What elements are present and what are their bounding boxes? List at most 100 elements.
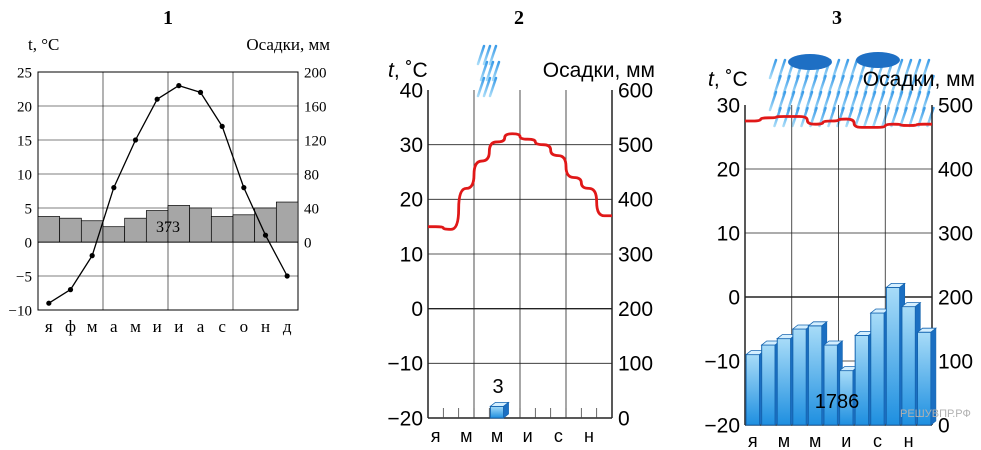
rain-streak bbox=[854, 106, 863, 128]
chart-1-annual-total: 373 bbox=[156, 219, 180, 236]
precipitation-tick-label: 100 bbox=[618, 353, 653, 376]
rain-streak bbox=[908, 106, 917, 128]
rain-streak bbox=[768, 58, 778, 80]
precipitation-bar bbox=[124, 217, 147, 243]
chart-2-temp-axis-unit: , ˚С bbox=[394, 59, 428, 82]
temperature-point bbox=[111, 185, 117, 191]
temperature-point bbox=[67, 287, 74, 293]
temperature-point bbox=[132, 137, 139, 143]
rain-streak bbox=[872, 106, 881, 128]
month-label: с bbox=[218, 317, 226, 336]
rain-streak bbox=[863, 106, 872, 128]
temperature-point bbox=[241, 185, 247, 191]
rain-streak bbox=[827, 106, 836, 128]
rain-streak bbox=[476, 76, 486, 98]
precipitation-tick-label: 0 bbox=[938, 414, 950, 437]
month-label: о bbox=[240, 317, 249, 336]
precipitation-bar bbox=[776, 338, 792, 426]
month-label: а bbox=[197, 317, 205, 336]
precipitation-tick-label: 200 bbox=[938, 286, 973, 309]
chart-2-temp-axis-symbol: t bbox=[388, 59, 395, 82]
temperature-tick-label: −5 bbox=[16, 269, 32, 285]
temperature-tick-label: 0 bbox=[411, 298, 423, 321]
precipitation-bar bbox=[59, 217, 82, 243]
temperature-tick-label: 10 bbox=[717, 222, 740, 245]
chart-2-title: 2 bbox=[514, 7, 524, 29]
precipitation-bar bbox=[745, 354, 760, 426]
month-label: и bbox=[174, 317, 183, 336]
rain-streak bbox=[488, 44, 498, 66]
chart-2-temp-axis-label: t, ˚С bbox=[388, 59, 428, 82]
month-label: м bbox=[778, 431, 790, 450]
chart-1-title: 1 bbox=[163, 7, 173, 29]
month-label: ф bbox=[65, 317, 76, 336]
temperature-tick-label: 15 bbox=[17, 133, 32, 149]
chart-2: 2 t, ˚С Осадки, мм 403020100−10−20600500… bbox=[387, 7, 655, 446]
chart-2-rain-icon bbox=[476, 44, 501, 98]
month-label: н bbox=[904, 431, 914, 450]
temperature-path bbox=[428, 132, 612, 231]
precipitation-bar bbox=[823, 344, 838, 426]
temperature-tick-label: 0 bbox=[25, 235, 33, 251]
precipitation-bar bbox=[792, 328, 807, 426]
temperature-tick-label: −10 bbox=[704, 350, 740, 373]
precipitation-tick-label: 100 bbox=[938, 350, 973, 373]
rain-streak bbox=[485, 60, 495, 82]
temperature-tick-label: 0 bbox=[728, 286, 740, 309]
month-label: и bbox=[841, 431, 851, 450]
rain-streak bbox=[479, 60, 489, 82]
chart-3-annual-total: 1786 bbox=[815, 391, 860, 413]
month-label: м bbox=[87, 317, 98, 336]
rain-streak bbox=[899, 106, 908, 128]
chart-2-temperature-line bbox=[428, 132, 612, 231]
precipitation-tick-label: 400 bbox=[938, 158, 973, 181]
temperature-point bbox=[219, 123, 225, 129]
temperature-tick-label: −10 bbox=[9, 303, 32, 319]
month-label: н bbox=[261, 317, 270, 336]
month-label: я bbox=[748, 431, 758, 450]
precipitation-tick-label: 200 bbox=[618, 298, 653, 321]
temperature-tick-label: −10 bbox=[387, 353, 423, 376]
temperature-point bbox=[176, 83, 182, 89]
month-label: и bbox=[523, 426, 533, 446]
cloud-shape bbox=[788, 54, 832, 70]
rain-streak bbox=[768, 90, 778, 112]
chart-2-precip-axis-label: Осадки, мм bbox=[543, 59, 655, 82]
temperature-point bbox=[89, 253, 95, 259]
precipitation-tick-label: 300 bbox=[938, 222, 973, 245]
temperature-tick-label: 30 bbox=[717, 94, 740, 117]
chart-1-bars bbox=[37, 201, 299, 243]
chart-3-bars bbox=[744, 282, 938, 426]
temperature-path bbox=[48, 84, 288, 304]
precipitation-tick-label: 500 bbox=[938, 94, 973, 117]
temperature-tick-label: 40 bbox=[400, 79, 423, 102]
rain-streak bbox=[845, 106, 854, 128]
precipitation-tick-label: 40 bbox=[304, 201, 319, 217]
temperature-point bbox=[284, 273, 290, 279]
temperature-tick-label: 20 bbox=[717, 158, 740, 181]
precipitation-bar bbox=[885, 286, 901, 426]
temperature-tick-label: 25 bbox=[17, 65, 32, 81]
chart-3: 3 t, ˚С Осадки, мм 3020100−10−2050040030… bbox=[704, 7, 975, 450]
month-label: н bbox=[584, 426, 594, 446]
rain-streak bbox=[482, 76, 492, 98]
rain-streak bbox=[476, 44, 486, 66]
precipitation-bar bbox=[232, 214, 256, 243]
temperature-tick-label: 30 bbox=[400, 134, 423, 157]
chart-3-temperature-line bbox=[744, 115, 932, 129]
precipitation-bar bbox=[489, 405, 505, 419]
chart-1-temp-axis-label: t, °C bbox=[28, 35, 59, 54]
precipitation-bar bbox=[275, 201, 299, 243]
month-label: и bbox=[153, 317, 162, 336]
month-label: м bbox=[809, 431, 821, 450]
precipitation-bar bbox=[189, 207, 212, 243]
temperature-tick-label: 5 bbox=[25, 201, 33, 217]
precipitation-tick-label: 300 bbox=[618, 243, 653, 266]
precipitation-tick-label: 0 bbox=[618, 407, 630, 430]
temperature-tick-label: −20 bbox=[387, 407, 423, 430]
precipitation-tick-label: 160 bbox=[304, 99, 327, 115]
temperature-path bbox=[744, 115, 932, 129]
